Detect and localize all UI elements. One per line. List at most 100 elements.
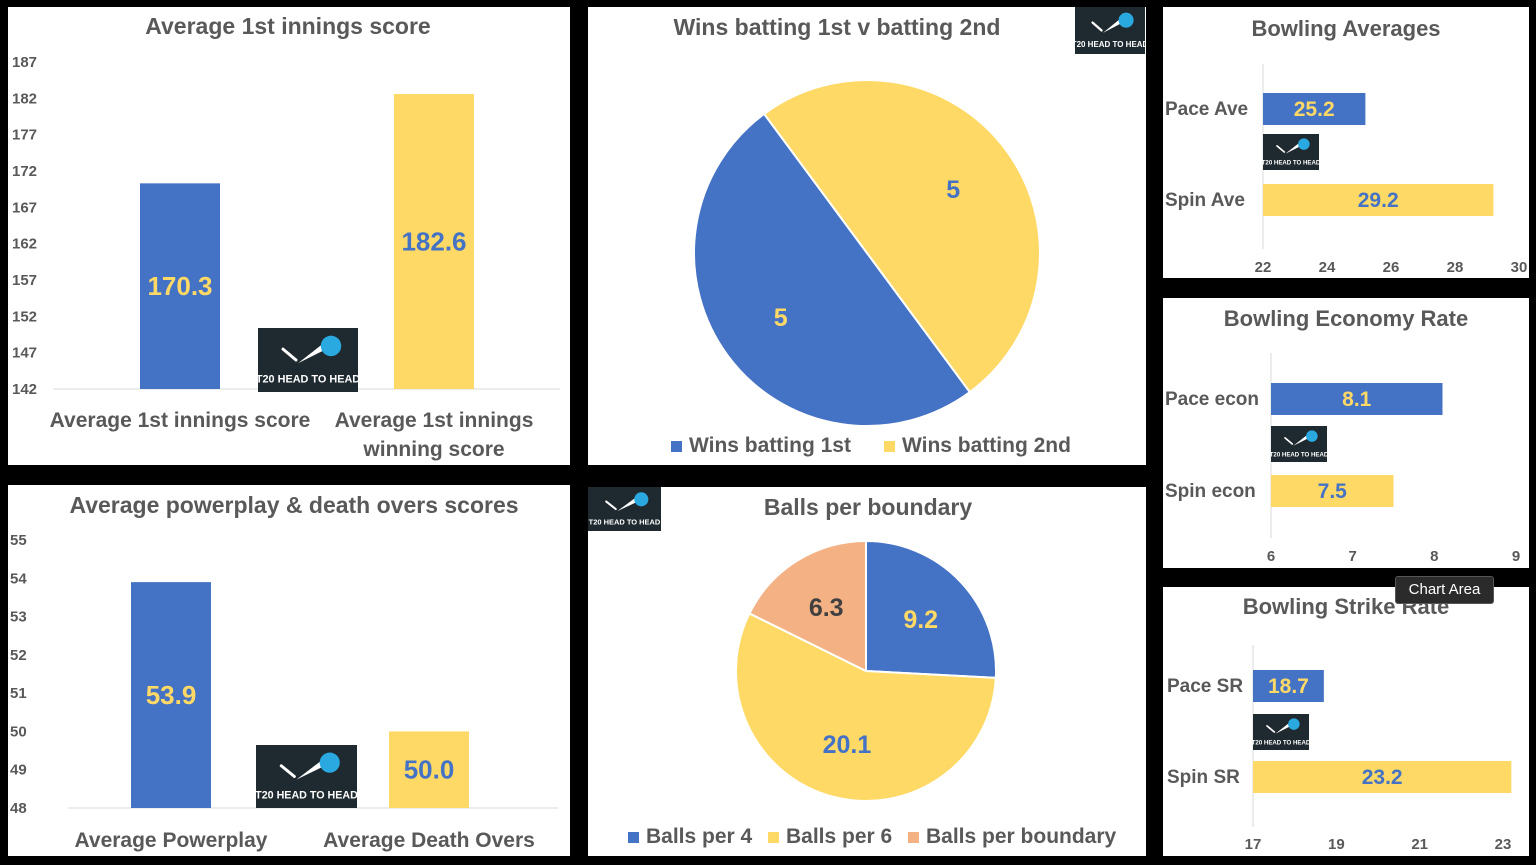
y-tick-label: 182 [12,90,37,107]
logo-background [1271,426,1327,462]
bar [1263,184,1494,216]
logo: T20 HEAD TO HEAD [1072,7,1146,54]
chart-bowling-avg[interactable]: Bowling Averages 22 24 26 28 30 25.2 Pace Ave 29… [1163,7,1529,278]
chart-balls-boundary[interactable]: Balls per boundary 9.2 20.1 6.3 Balls per 4 B… [588,487,1146,856]
x-tick-label: 17 [1245,836,1262,853]
pie-slice [865,539,997,679]
data-label: 182.6 [401,226,466,256]
bar [1271,383,1443,415]
x-tick-label: 24 [1319,259,1336,276]
data-label: 6.3 [809,594,844,622]
legend-swatch [884,441,895,452]
legend-swatch [671,441,682,452]
data-label: 170.3 [147,271,212,301]
x-tick-label: 30 [1511,259,1528,276]
logo-ball [1288,718,1300,730]
data-label: 29.2 [1358,189,1399,212]
category-label: Average 1st innings score [50,409,311,432]
bar [140,183,220,389]
chart-first-innings[interactable]: Average 1st innings score 142 147 152 157 162… [8,7,570,465]
chart-bowling-econ-svg: Bowling Economy Rate 6 7 8 9 8.1 Pace econ 7.5 S… [1165,306,1520,565]
logo-text: T20 HEAD TO HEAD [1072,40,1146,49]
data-label: 9.2 [903,606,938,634]
x-tick-label: 26 [1383,259,1400,276]
category-label: Pace econ [1165,389,1259,410]
logo-text: T20 HEAD TO HEAD [1262,160,1321,167]
category-label: Average Death Overs [323,829,535,852]
logo: T20 HEAD TO HEAD [1270,426,1329,462]
x-tick-label: 28 [1447,259,1464,276]
y-tick-label: 142 [12,381,37,398]
logo-background [588,487,661,531]
logo-background [258,328,358,392]
logo-text: T20 HEAD TO HEAD [255,790,358,802]
logo: T20 HEAD TO HEAD [256,328,360,392]
pie-slice [748,539,867,673]
chart-bowling-econ[interactable]: Bowling Economy Rate 6 7 8 9 8.1 Pace econ 7.5 S… [1163,298,1529,568]
y-tick-label: 147 [12,345,37,362]
bar [1253,761,1512,793]
data-label: 50.0 [404,755,455,785]
logo: T20 HEAD TO HEAD [255,745,358,808]
chart-title: Balls per boundary [764,494,973,520]
legend-swatch [768,832,779,843]
chart-strike-rate[interactable]: Bowling Strike Rate 17 19 21 23 18.7 Pace SR 23… [1163,587,1529,856]
chart-title: Bowling Economy Rate [1224,306,1468,331]
x-tick-label: 8 [1430,548,1438,565]
legend-label: Wins batting 2nd [902,434,1071,457]
x-tick-label: 22 [1255,259,1272,276]
bar [1263,93,1366,125]
y-tick-label: 55 [10,532,27,549]
logo-ball [1306,430,1318,442]
chart-area-tooltip: Chart Area [1395,576,1494,604]
logo: T20 HEAD TO HEAD [588,487,661,531]
y-tick-label: 152 [12,308,37,325]
chart-first-innings-svg: Average 1st innings score 142 147 152 157 162… [12,13,560,461]
data-label: 53.9 [146,680,197,710]
bar [394,93,474,390]
legend-label: Wins batting 1st [689,434,851,457]
legend-swatch [628,832,639,843]
logo-text: T20 HEAD TO HEAD [256,373,360,385]
logo-text: T20 HEAD TO HEAD [1252,740,1311,747]
x-tick-label: 7 [1348,548,1356,565]
bar [1253,670,1324,702]
logo-bat [1276,145,1286,153]
legend-label: Balls per 6 [786,825,892,848]
data-label: 25.2 [1294,98,1335,121]
logo-bat [1091,21,1103,32]
data-label: 5 [946,176,960,204]
chart-balls-boundary-svg: Balls per boundary 9.2 20.1 6.3 Balls per 4 B… [588,487,1117,848]
category-label: winning score [362,438,504,461]
x-tick-label: 21 [1411,836,1428,853]
category-label: Pace SR [1167,676,1243,697]
y-tick-label: 53 [10,609,27,626]
logo-background [1263,134,1319,170]
logo-text: T20 HEAD TO HEAD [1270,452,1329,459]
chart-title: Bowling Averages [1251,16,1440,41]
legend-label: Balls per boundary [926,825,1117,848]
logo-bat [281,347,298,362]
chart-powerplay[interactable]: Average powerplay & death overs scores 48… [8,485,570,856]
logo-bat [605,500,617,511]
data-label: 7.5 [1318,480,1348,503]
logo-bat [1266,725,1276,733]
legend-label: Balls per 4 [646,825,753,848]
pie-slice [762,79,1041,394]
chart-powerplay-svg: Average powerplay & death overs scores 48… [10,492,558,852]
logo: T20 HEAD TO HEAD [1252,714,1311,750]
data-label: 23.2 [1362,766,1403,789]
x-tick-label: 19 [1328,836,1345,853]
bar [1271,475,1394,507]
y-tick-label: 177 [12,127,37,144]
y-tick-label: 157 [12,272,37,289]
chart-wins-pie-svg: Wins batting 1st v batting 2nd 5 5 Wins bat… [671,7,1146,457]
data-label: 8.1 [1342,388,1372,411]
y-tick-label: 49 [10,762,27,779]
y-tick-label: 51 [10,685,27,702]
y-tick-label: 48 [10,800,27,817]
chart-wins-pie[interactable]: Wins batting 1st v batting 2nd 5 5 Wins bat… [588,7,1146,465]
y-tick-label: 50 [10,723,27,740]
logo-bat [279,764,296,778]
